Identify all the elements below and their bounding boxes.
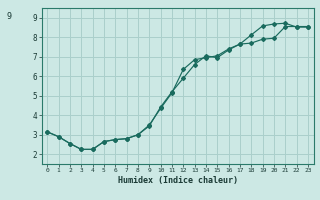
- Text: 9: 9: [6, 12, 12, 21]
- X-axis label: Humidex (Indice chaleur): Humidex (Indice chaleur): [118, 176, 237, 185]
